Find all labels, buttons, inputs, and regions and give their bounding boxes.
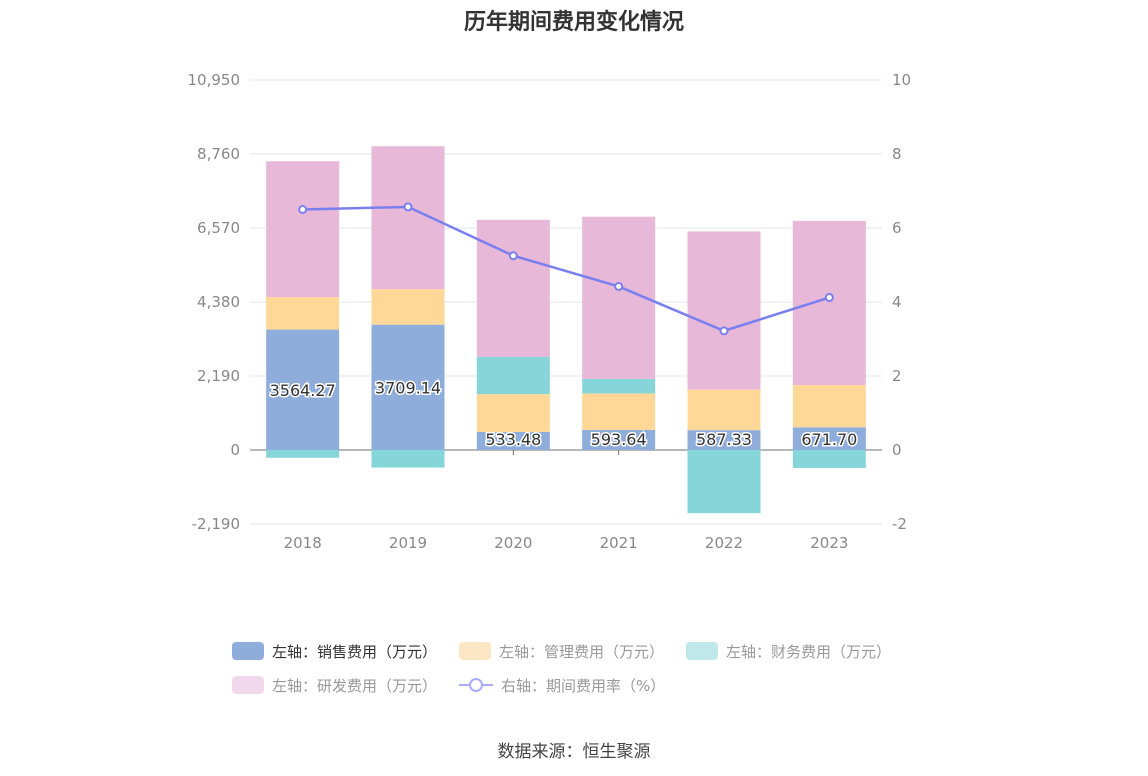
bar-sales: [792, 427, 866, 450]
right-axis-tick-label: 4: [892, 293, 902, 311]
legend-swatch-rd: [232, 676, 264, 694]
bar-admin: [266, 297, 340, 330]
legend-label-expense-rate: 右轴：期间费用率（%）: [501, 676, 666, 695]
bar-rd: [266, 161, 340, 298]
bar-data-label: 587.33: [696, 430, 752, 449]
left-axis-tick-label: 2,190: [197, 367, 240, 385]
left-axis-tick-label: 10,950: [188, 71, 241, 89]
right-axis-tick-label: 8: [892, 145, 902, 163]
bar-finance: [792, 450, 866, 468]
chart-canvas: -2,190 0 2,190 4,380 6,570 8,760 10,950 -2 0 2 4 6 8…: [188, 71, 912, 552]
legend-swatch-sales: [232, 642, 264, 660]
legend-row-1: 左轴：销售费用（万元） 左轴：管理费用（万元） 左轴：财务费用（万元）: [232, 640, 932, 662]
bar-admin: [687, 389, 761, 431]
bar-data-label: 671.70: [801, 430, 857, 449]
legend-label-admin: 左轴：管理费用（万元）: [499, 642, 665, 661]
bar-rd: [687, 231, 761, 390]
bar-finance: [476, 356, 550, 395]
x-axis-tick-label: 2023: [810, 534, 848, 552]
bar-data-label: 3564.27: [270, 381, 336, 400]
bar-data-label: 533.48: [485, 430, 541, 449]
left-axis-tick-label: 4,380: [197, 293, 240, 311]
left-axis-tick-label: 0: [230, 441, 240, 459]
expense-rate-point: [719, 326, 729, 336]
legend-item-admin[interactable]: 左轴：管理费用（万元）: [459, 641, 664, 662]
legend-row-2: 左轴：研发费用（万元） 右轴：期间费用率（%）: [232, 674, 932, 696]
bar-sales: [266, 329, 340, 450]
legend-item-rd[interactable]: 左轴：研发费用（万元）: [232, 675, 437, 696]
expense-rate-point: [614, 281, 624, 291]
x-axis-tick-label: 2020: [494, 534, 532, 552]
legend-swatch-admin: [459, 642, 492, 660]
bar-sales: [371, 324, 445, 450]
bar-finance: [687, 450, 761, 514]
bar-sales: [582, 429, 656, 450]
left-axis-tick-label: -2,190: [192, 515, 240, 533]
bar-rd: [792, 220, 866, 386]
expense-rate-line: [302, 205, 830, 333]
bar-data-label: 3709.14: [375, 378, 441, 397]
right-axis-tick-label: 2: [892, 367, 902, 385]
left-axis-tick-label: 8,760: [197, 145, 240, 163]
data-source: 数据来源：恒生聚源: [497, 742, 651, 762]
bar-admin: [792, 385, 866, 428]
bar-rd: [476, 219, 550, 357]
right-axis-tick-label: 10: [892, 71, 911, 89]
right-axis-tick-label: 0: [892, 441, 902, 459]
chart-title: 历年期间费用变化情况: [463, 10, 684, 35]
right-axis-tick-label: -2: [892, 515, 907, 533]
bar-sales: [476, 431, 550, 450]
bar-finance: [266, 450, 340, 458]
chart-legend: 左轴：销售费用（万元） 左轴：管理费用（万元） 左轴：财务费用（万元） 左轴：研…: [232, 640, 932, 708]
right-axis-tick-label: 6: [892, 219, 902, 237]
legend-swatch-finance: [686, 642, 719, 660]
expense-rate-point: [403, 202, 413, 212]
bar-finance: [582, 378, 656, 394]
legend-label-sales: 左轴：销售费用（万元）: [272, 642, 438, 661]
legend-line-icon: [459, 678, 494, 692]
bar-admin: [582, 393, 656, 430]
x-axis-tick-label: 2022: [705, 534, 743, 552]
legend-item-sales[interactable]: 左轴：销售费用（万元）: [232, 641, 437, 662]
expense-rate-point: [298, 205, 308, 214]
x-axis-tick-label: 2021: [600, 534, 638, 552]
bar-sales: [687, 430, 761, 450]
bar-data-label: 593.64: [591, 430, 647, 449]
x-axis-tick-label: 2019: [389, 534, 427, 552]
bar-finance: [371, 450, 445, 468]
legend-item-finance[interactable]: 左轴：财务费用（万元）: [686, 641, 891, 662]
legend-label-finance: 左轴：财务费用（万元）: [726, 642, 892, 661]
legend-label-rd: 左轴：研发费用（万元）: [272, 676, 438, 695]
expense-rate-point: [508, 251, 518, 261]
bar-admin: [476, 394, 550, 432]
legend-item-expense-rate[interactable]: 右轴：期间费用率（%）: [459, 675, 665, 696]
left-axis-tick-label: 6,570: [197, 219, 240, 237]
x-axis-tick-label: 2018: [284, 534, 322, 552]
bar-admin: [371, 289, 445, 325]
expense-rate-point: [824, 293, 834, 303]
